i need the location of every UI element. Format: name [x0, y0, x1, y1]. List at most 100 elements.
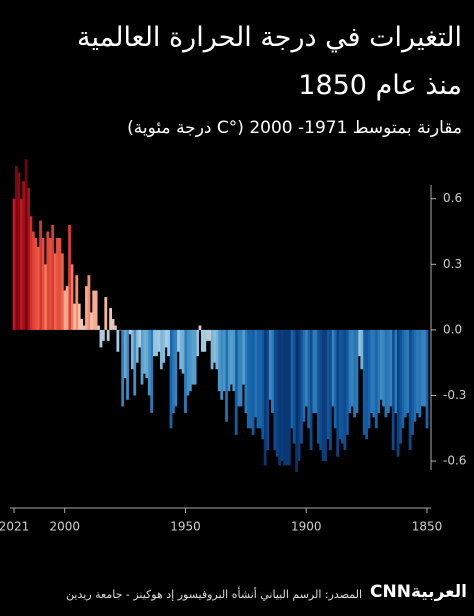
- bar: [56, 238, 59, 330]
- bar: [229, 329, 233, 385]
- bar: [101, 329, 105, 341]
- x-tick-label: 2000: [49, 520, 80, 534]
- bar: [60, 253, 64, 330]
- bar: [415, 329, 419, 413]
- bar: [292, 329, 296, 444]
- bar: [80, 318, 84, 330]
- bar: [350, 329, 354, 407]
- bar: [176, 329, 180, 352]
- bar: [251, 329, 255, 435]
- bar: [123, 329, 127, 378]
- bar: [396, 329, 400, 457]
- title: التغيرات في درجة الحرارة العالمية: [76, 22, 462, 53]
- bar: [63, 290, 67, 330]
- bar: [258, 329, 262, 429]
- y-tick-label: 0.6: [443, 191, 462, 205]
- bar: [99, 329, 103, 348]
- bar: [326, 329, 330, 440]
- bar: [116, 329, 120, 352]
- bar: [220, 329, 224, 400]
- bar: [370, 329, 373, 413]
- bar: [374, 329, 378, 429]
- bar: [217, 329, 221, 392]
- bar: [34, 238, 38, 330]
- bar: [268, 329, 272, 400]
- y-tick-label: -0.6: [443, 454, 466, 468]
- bar: [39, 220, 42, 330]
- bar: [128, 329, 132, 335]
- bar: [406, 329, 410, 413]
- bar: [411, 329, 414, 435]
- bar: [174, 329, 178, 407]
- bar: [126, 329, 129, 400]
- bar: [159, 329, 163, 370]
- bar: [394, 329, 398, 413]
- logo: CNNالعربية: [370, 582, 467, 602]
- bar: [225, 329, 228, 422]
- bar: [285, 329, 289, 466]
- bar: [135, 329, 139, 363]
- bar: [70, 264, 74, 330]
- bar: [210, 329, 214, 370]
- bar: [263, 329, 267, 466]
- bar: [43, 264, 47, 330]
- bar: [94, 290, 98, 330]
- bar: [403, 329, 407, 418]
- bar: [386, 329, 390, 413]
- bar: [353, 329, 356, 418]
- bar: [413, 329, 417, 422]
- bar: [391, 329, 395, 451]
- bar: [77, 303, 81, 330]
- bar: [295, 329, 298, 472]
- bar: [280, 329, 284, 462]
- bar: [152, 329, 156, 357]
- bar: [97, 325, 100, 330]
- bar: [68, 224, 71, 330]
- bar: [82, 325, 86, 330]
- bar: [261, 329, 265, 440]
- bar: [331, 329, 335, 407]
- bar: [283, 329, 286, 466]
- bar: [29, 216, 33, 330]
- bar: [297, 329, 301, 462]
- x-tick-label: 1900: [291, 520, 322, 534]
- bar: [266, 329, 270, 451]
- bar: [244, 329, 248, 413]
- bar: [17, 172, 21, 330]
- bar: [85, 286, 88, 330]
- bar: [278, 329, 282, 466]
- bar: [164, 329, 168, 348]
- bar: [53, 253, 57, 330]
- bar: [121, 329, 125, 407]
- bar: [273, 329, 277, 451]
- bar: [420, 329, 424, 407]
- bar: [408, 329, 412, 451]
- bar: [232, 329, 236, 392]
- bar: [222, 329, 226, 392]
- bar: [418, 329, 422, 418]
- bar: [213, 329, 216, 363]
- bar: [150, 329, 154, 413]
- bar: [319, 329, 323, 451]
- bar: [379, 329, 383, 400]
- bar: [355, 329, 359, 413]
- bar: [324, 329, 327, 462]
- bar: [147, 329, 151, 396]
- bar: [106, 329, 110, 341]
- bar: [338, 329, 342, 440]
- bar: [179, 329, 183, 370]
- bar: [365, 329, 369, 440]
- bar: [205, 329, 209, 341]
- title-line2: منذ عام 1850: [298, 70, 462, 101]
- bar: [290, 329, 294, 429]
- bar: [193, 329, 197, 385]
- bar: [227, 329, 231, 392]
- bar: [333, 329, 337, 429]
- bar: [328, 329, 332, 451]
- y-tick-label: 0.0: [443, 322, 462, 336]
- bar: [171, 329, 175, 413]
- bar: [345, 329, 349, 435]
- bar: [256, 329, 260, 429]
- bar: [200, 329, 204, 352]
- bar: [65, 286, 69, 330]
